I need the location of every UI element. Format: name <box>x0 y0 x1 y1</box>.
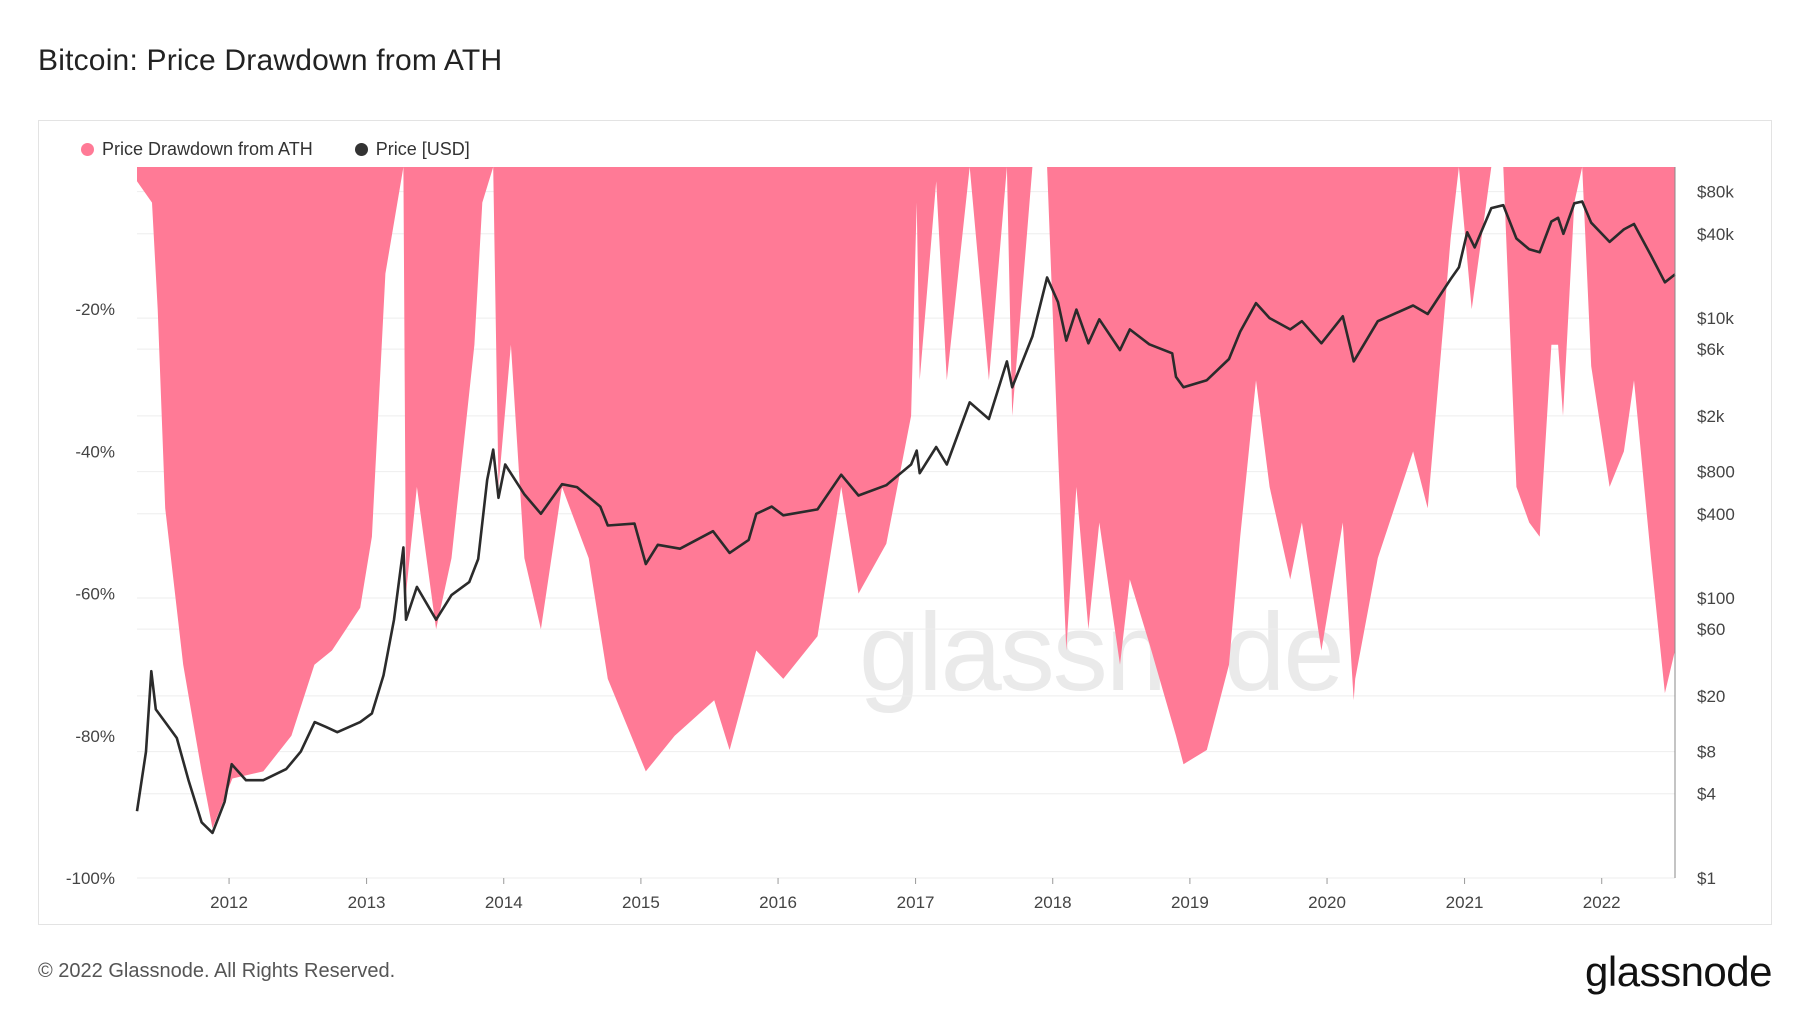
right-tick-label: $1 <box>1697 869 1716 888</box>
legend-swatch-price <box>354 143 368 156</box>
brand-logo: glassnode <box>1585 948 1772 995</box>
left-tick-label: -40% <box>75 442 115 461</box>
x-tick-label: 2018 <box>1034 893 1072 912</box>
left-tick-label: -80% <box>75 727 115 746</box>
right-tick-label: $100 <box>1697 589 1735 608</box>
left-tick-label: -100% <box>66 869 115 888</box>
chart-legend: Price Drawdown from ATH Price [USD] <box>81 139 470 160</box>
right-tick-label: $800 <box>1697 463 1735 482</box>
chart-plot: -20% -40% -60% -80% -100% $80k $40k $10k $6k $2k… <box>66 167 1735 912</box>
legend-item-price[interactable]: Price [USD] <box>354 139 470 160</box>
right-tick-label: $400 <box>1697 505 1735 524</box>
right-tick-label: $6k <box>1697 340 1725 359</box>
right-tick-label: $4 <box>1697 785 1716 804</box>
x-axis: 2012 2013 2014 2015 2016 2017 2018 2019 2020 2021… <box>210 878 1621 912</box>
price-line <box>135 200 1676 835</box>
legend-label-price: Price [USD] <box>375 139 470 159</box>
right-tick-label: $2k <box>1697 407 1725 426</box>
right-tick-label: $20 <box>1697 687 1725 706</box>
left-axis: -20% -40% -60% -80% -100% <box>66 300 115 888</box>
legend-item-drawdown[interactable]: Price Drawdown from ATH <box>81 139 313 160</box>
right-tick-label: $80k <box>1697 183 1734 202</box>
x-tick-label: 2017 <box>897 893 935 912</box>
x-tick-label: 2020 <box>1308 893 1346 912</box>
right-tick-label: $40k <box>1697 225 1734 244</box>
page-title: Bitcoin: Price Drawdown from ATH <box>38 44 503 77</box>
x-tick-label: 2015 <box>622 893 660 912</box>
x-tick-label: 2013 <box>348 893 386 912</box>
drawdown-area <box>137 167 1675 829</box>
footer-copyright: © 2022 Glassnode. All Rights Reserved. <box>38 960 396 982</box>
right-tick-label: $60 <box>1697 620 1725 639</box>
x-tick-label: 2014 <box>485 893 523 912</box>
right-axis: $80k $40k $10k $6k $2k $800 $400 $100 $60 $20 $8 $4… <box>1697 183 1735 888</box>
x-tick-label: 2016 <box>759 893 797 912</box>
x-tick-label: 2019 <box>1171 893 1209 912</box>
x-tick-label: 2021 <box>1446 893 1484 912</box>
right-tick-label: $10k <box>1697 309 1734 328</box>
legend-label-drawdown: Price Drawdown from ATH <box>102 139 313 159</box>
legend-swatch-drawdown <box>81 143 94 156</box>
x-tick-label: 2022 <box>1583 893 1621 912</box>
left-tick-label: -20% <box>75 300 115 319</box>
left-tick-label: -60% <box>75 585 115 604</box>
right-tick-label: $8 <box>1697 743 1716 762</box>
chart-container: Price Drawdown from ATH Price [USD] glas… <box>38 120 1772 925</box>
x-tick-label: 2012 <box>210 893 248 912</box>
